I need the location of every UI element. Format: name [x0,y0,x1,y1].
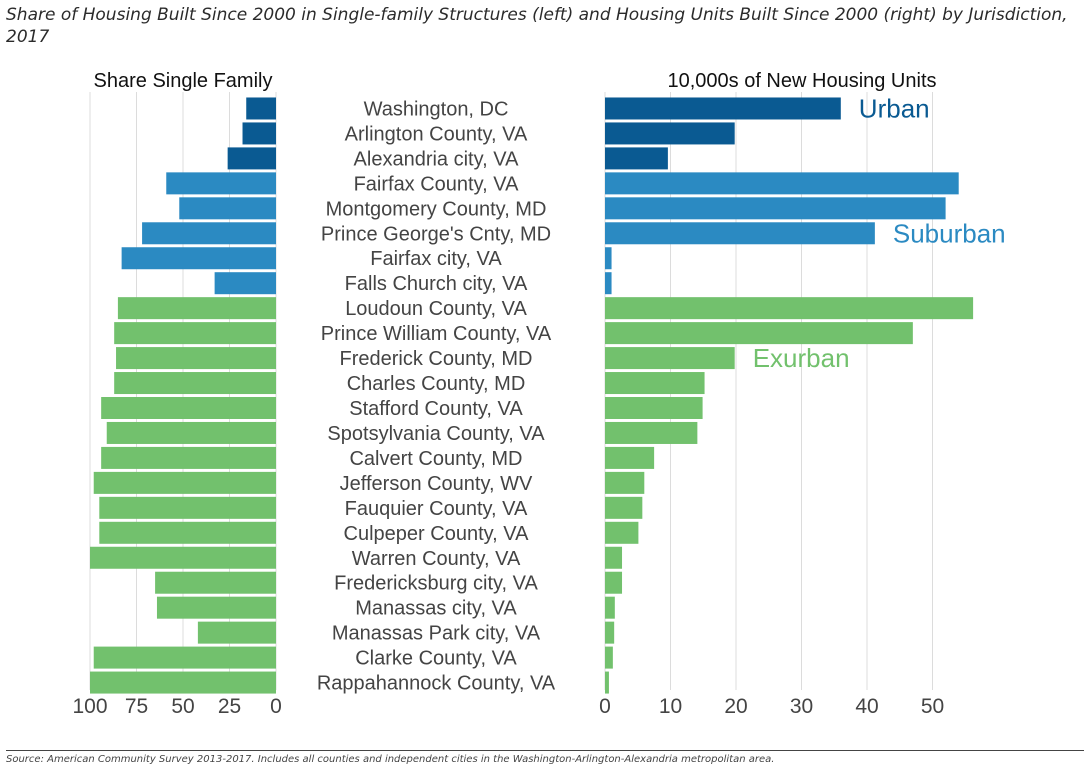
left-bar [114,372,277,395]
left-bar [116,347,276,370]
category-label: Montgomery County, MD [326,198,547,220]
right-bar [605,297,974,320]
left-bar [117,297,277,320]
right-bar [605,397,703,419]
left-x-tick-label: 50 [171,695,194,718]
left-x-tick-label: 0 [270,695,282,718]
category-label: Culpeper County, VA [344,523,530,545]
right-bar [605,147,668,170]
group-annotation: Suburban [893,218,1006,248]
right-bar [605,372,705,395]
category-label: Alexandria city, VA [354,148,520,170]
right-bar [605,272,612,295]
category-label: Spotsylvania County, VA [327,423,545,445]
right-bar [605,571,623,594]
right-bar [605,546,623,569]
right-bar [605,671,609,694]
right-bar [605,471,645,494]
right-x-tick-label: 0 [599,695,611,718]
left-bar [93,646,276,669]
chart-title: Share of Housing Built Since 2000 in Sin… [6,5,1068,47]
left-bar [106,421,277,444]
source-note: Source: American Community Survey 2013-2… [6,754,775,765]
left-bar [99,496,276,519]
left-bar [114,322,277,345]
left-bar [179,197,276,220]
right-x-tick-label: 30 [790,695,813,718]
right-bar [605,347,735,370]
left-x-tick-label: 100 [72,695,107,718]
group-annotation: Exurban [753,343,850,373]
right-bar [605,596,615,619]
group-annotation: Urban [859,93,930,123]
left-bar [99,521,276,544]
category-label: Arlington County, VA [345,123,528,145]
left-x-tick-label: 25 [218,695,241,718]
right-x-tick-label: 40 [855,695,878,718]
right-bar [605,322,913,345]
left-bar [156,596,276,619]
right-bar [605,97,841,120]
left-panel-title: Share Single Family [94,70,273,92]
category-label: Manassas Park city, VA [332,623,541,645]
right-bar [605,172,959,195]
right-bar [605,197,946,220]
left-x-tick-label: 75 [125,695,148,718]
left-bar [142,222,276,245]
right-x-tick-label: 10 [659,695,682,718]
left-bar [101,397,276,419]
left-bar [214,272,276,295]
left-bar [93,471,276,494]
left-bar [90,546,276,569]
left-bar [155,571,276,594]
right-bar [605,122,735,145]
right-bar [605,446,655,469]
left-bar [197,621,276,644]
left-bar [242,122,276,145]
left-bar [166,172,276,195]
category-label: Stafford County, VA [349,398,523,420]
right-bar [605,222,875,245]
category-label: Prince William County, VA [321,323,552,345]
category-label: Calvert County, MD [349,448,522,470]
right-bar [605,421,698,444]
right-bar [605,247,612,270]
category-label: Manassas city, VA [355,598,517,620]
category-label: Fredericksburg city, VA [334,573,538,595]
category-label: Jefferson County, WV [340,473,533,495]
left-bar [227,147,276,170]
category-label: Charles County, MD [347,373,526,395]
left-bar [246,97,276,120]
category-label: Rappahannock County, VA [317,673,556,695]
category-label: Frederick County, MD [339,348,532,370]
left-bar [121,247,277,270]
right-bar [605,621,615,644]
category-label: Loudoun County, VA [345,298,527,320]
category-label: Fauquier County, VA [345,498,528,520]
right-bar [605,521,639,544]
category-label: Clarke County, VA [355,648,517,670]
right-bar [605,496,643,519]
category-label: Fairfax County, VA [354,173,520,195]
footer-divider [6,750,1084,751]
right-x-tick-label: 50 [921,695,944,718]
right-x-tick-label: 20 [724,695,747,718]
right-panel-title: 10,000s of New Housing Units [667,70,936,92]
category-label: Warren County, VA [352,548,521,570]
category-label: Fairfax city, VA [370,248,502,270]
category-label: Washington, DC [364,98,509,120]
left-bar [101,446,276,469]
right-bar [605,646,613,669]
category-label: Falls Church city, VA [345,273,528,295]
category-label: Prince George's Cnty, MD [321,223,551,245]
left-bar [90,671,276,694]
